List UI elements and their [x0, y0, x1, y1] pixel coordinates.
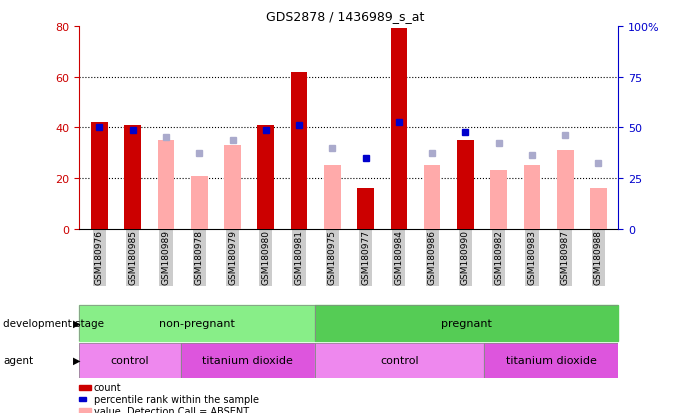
Bar	[224, 146, 241, 229]
Bar	[180, 343, 315, 378]
Text: ▶: ▶	[73, 355, 81, 366]
Bar	[491, 171, 507, 229]
Bar	[79, 306, 315, 341]
Bar	[457, 141, 474, 229]
Bar	[424, 166, 440, 229]
Text: count: count	[94, 382, 122, 392]
Bar	[484, 343, 618, 378]
Text: development stage: development stage	[3, 318, 104, 328]
Bar	[180, 343, 315, 378]
Text: non-pregnant: non-pregnant	[160, 318, 236, 328]
Bar	[191, 176, 207, 229]
Bar	[315, 343, 484, 378]
Bar	[315, 343, 484, 378]
Text: agent: agent	[3, 355, 34, 366]
Text: percentile rank within the sample: percentile rank within the sample	[94, 394, 259, 404]
Text: control: control	[380, 355, 419, 366]
Text: control: control	[111, 355, 149, 366]
Bar	[557, 151, 574, 229]
Bar	[590, 189, 607, 229]
Bar	[357, 189, 374, 229]
Text: titanium dioxide: titanium dioxide	[506, 355, 596, 366]
Bar	[315, 306, 618, 341]
Bar	[79, 343, 180, 378]
Bar	[91, 123, 108, 229]
Bar	[291, 72, 307, 229]
Bar	[315, 306, 618, 341]
Bar	[158, 141, 174, 229]
Bar	[79, 343, 180, 378]
Text: pregnant: pregnant	[442, 318, 492, 328]
Bar	[390, 29, 407, 229]
Bar	[524, 166, 540, 229]
Text: value, Detection Call = ABSENT: value, Detection Call = ABSENT	[94, 406, 249, 413]
Text: ▶: ▶	[73, 318, 81, 328]
Bar	[258, 126, 274, 229]
Bar	[324, 166, 341, 229]
Bar	[484, 343, 618, 378]
Text: GDS2878 / 1436989_s_at: GDS2878 / 1436989_s_at	[266, 10, 425, 23]
Bar	[79, 306, 315, 341]
Text: titanium dioxide: titanium dioxide	[202, 355, 294, 366]
Bar	[124, 126, 141, 229]
